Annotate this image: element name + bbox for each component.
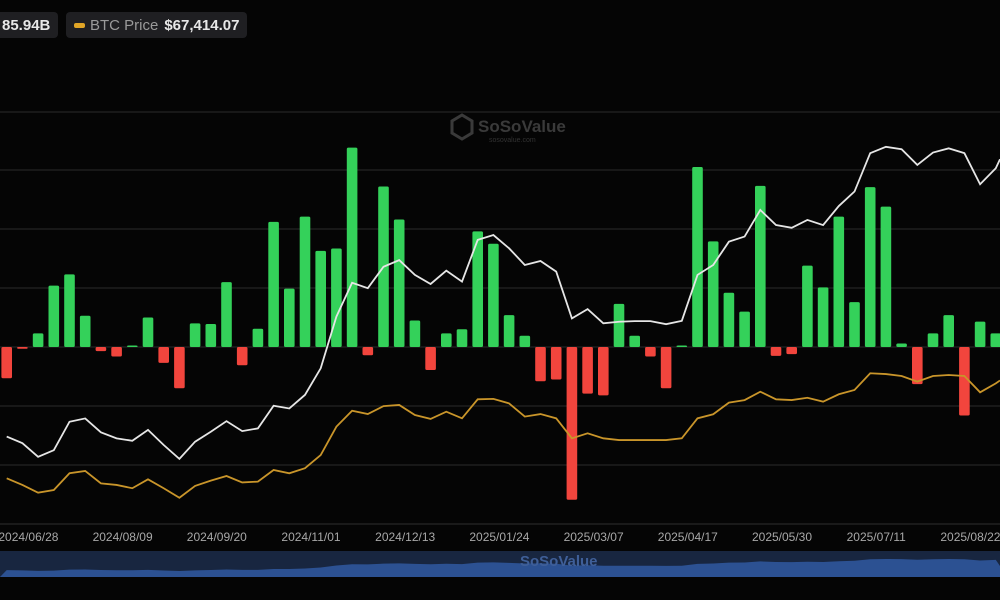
x-tick-label: 2024/11/01 (281, 530, 340, 544)
flow-bar[interactable] (32, 333, 44, 347)
flow-bar[interactable] (362, 347, 374, 356)
watermark-brand: SoSoValue (478, 117, 566, 136)
x-tick-label: 2024/09/20 (187, 530, 247, 544)
flow-bar[interactable] (927, 333, 939, 347)
flow-bar[interactable] (660, 347, 672, 389)
flow-bar[interactable] (331, 248, 342, 347)
flow-bar[interactable] (755, 185, 766, 347)
flow-bar[interactable] (252, 328, 264, 347)
x-axis-labels: 2024/06/28 2024/08/09 2024/09/20 2024/11/01… (0, 530, 1000, 544)
flow-bar[interactable] (912, 347, 923, 385)
flow-bar[interactable] (425, 347, 436, 371)
gridlines (0, 111, 1000, 466)
x-tick-label: 2025/08/22 (940, 530, 1000, 544)
flow-bar[interactable] (896, 343, 907, 347)
flow-bar[interactable] (409, 320, 421, 347)
flow-bar[interactable] (990, 333, 1000, 347)
x-tick-label: 2025/04/17 (658, 530, 718, 544)
flow-bar[interactable] (236, 347, 248, 366)
x-tick-label: 2024/12/13 (375, 530, 435, 544)
x-tick-label: 2025/05/30 (752, 530, 812, 544)
flow-bar[interactable] (535, 347, 546, 382)
x-tick-label: 2025/03/07 (564, 530, 624, 544)
flow-bar[interactable] (17, 347, 28, 349)
flow-bar[interactable] (645, 347, 656, 357)
flow-bar[interactable] (95, 347, 107, 352)
flow-bar[interactable] (598, 347, 609, 396)
series1-line (6, 145, 1000, 461)
flow-bar[interactable] (723, 292, 735, 347)
flow-bar[interactable] (974, 321, 986, 347)
legend-btc-price[interactable]: BTC Price $67,414.07 (66, 12, 248, 38)
legend-btc-value: $67,414.07 (164, 16, 240, 34)
flow-bar[interactable] (849, 302, 860, 347)
flow-bar[interactable] (707, 241, 719, 347)
flow-bars (1, 147, 1000, 500)
flow-bar[interactable] (817, 287, 829, 347)
watermark: SoSoValue sosovalue.com (450, 113, 566, 144)
flow-bar[interactable] (441, 333, 452, 347)
flow-bar[interactable] (315, 250, 326, 347)
flow-bar[interactable] (959, 347, 970, 416)
flow-bar[interactable] (299, 216, 311, 347)
navigator-area (0, 559, 1000, 577)
flow-bar[interactable] (503, 315, 515, 347)
x-tick-label: 2024/06/28 (0, 530, 59, 544)
legend-series1-value: 85.94B (2, 16, 51, 34)
flow-bar[interactable] (880, 206, 892, 347)
flow-bar[interactable] (786, 347, 797, 355)
btc-price-line (6, 372, 1000, 499)
sosovalue-logo-icon (450, 113, 474, 141)
legend-series1: 85.94B (0, 12, 59, 38)
flow-bar[interactable] (127, 345, 138, 348)
flow-bar[interactable] (456, 329, 468, 347)
flow-bar[interactable] (221, 282, 232, 347)
flow-bar[interactable] (566, 347, 578, 500)
flow-bar[interactable] (550, 347, 562, 380)
x-tick-label: 2024/08/09 (93, 530, 153, 544)
legend-btc-label: BTC Price (90, 16, 159, 34)
flow-bar[interactable] (48, 285, 60, 347)
flow-bar[interactable] (393, 219, 405, 347)
flow-bar[interactable] (629, 335, 640, 347)
navigator[interactable]: SoSoValue (0, 551, 1000, 577)
flow-bar[interactable] (692, 167, 703, 347)
x-tick-label: 2025/07/11 (847, 530, 906, 544)
flow-bar[interactable] (158, 347, 169, 363)
flow-bar[interactable] (613, 303, 625, 347)
flow-bar[interactable] (205, 323, 217, 347)
flow-bar[interactable] (346, 147, 358, 347)
btc-price-swatch-icon (74, 22, 85, 28)
flow-bar[interactable] (111, 347, 122, 357)
flow-bar[interactable] (582, 347, 593, 394)
flow-bar[interactable] (1, 347, 13, 379)
flow-bar[interactable] (943, 315, 954, 347)
flow-bar[interactable] (770, 347, 782, 356)
flow-bar[interactable] (284, 288, 295, 347)
flow-bar[interactable] (268, 221, 279, 347)
flow-bar[interactable] (189, 323, 201, 347)
flow-bar[interactable] (739, 311, 750, 347)
x-tick-label: 2025/01/24 (469, 530, 529, 544)
flow-bar[interactable] (676, 345, 688, 348)
lines (6, 145, 1000, 499)
flow-bar[interactable] (488, 243, 499, 347)
flow-bar[interactable] (802, 265, 813, 347)
flow-bar[interactable] (864, 187, 876, 347)
flow-bar[interactable] (142, 317, 154, 348)
flow-bar[interactable] (472, 231, 483, 347)
flow-bar[interactable] (519, 335, 531, 347)
flow-bar[interactable] (833, 216, 845, 347)
navigator-watermark: SoSoValue (520, 553, 598, 570)
flow-bar[interactable] (174, 347, 185, 389)
flow-bar[interactable] (79, 315, 91, 347)
watermark-site: sosovalue.com (489, 137, 536, 144)
flow-bar[interactable] (64, 274, 75, 347)
